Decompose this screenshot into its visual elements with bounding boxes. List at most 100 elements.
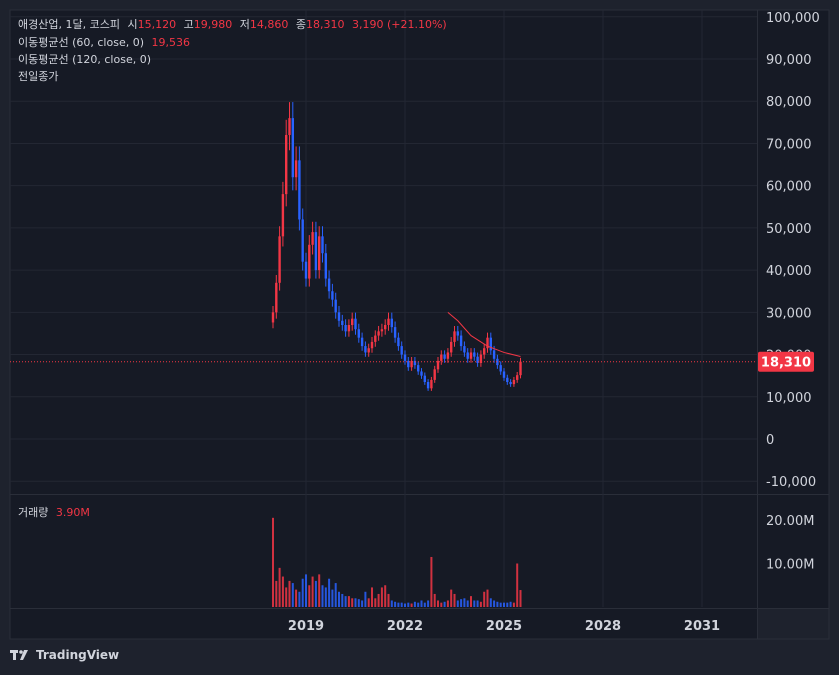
volume-bar bbox=[328, 578, 331, 607]
candle bbox=[281, 181, 285, 247]
volume-bar bbox=[512, 602, 515, 607]
close-value: 18,310 bbox=[305, 18, 345, 31]
tradingview-logo[interactable]: TradingView bbox=[10, 648, 119, 662]
candle bbox=[436, 356, 440, 373]
price-tick-label: 90,000 bbox=[766, 53, 812, 68]
volume-bar bbox=[321, 585, 324, 607]
price-candles bbox=[271, 102, 522, 391]
volume-bar bbox=[377, 593, 380, 607]
volume-bar bbox=[354, 598, 357, 607]
volume-bar bbox=[460, 599, 463, 607]
prev-close-legend[interactable]: 전일종가 bbox=[18, 69, 58, 85]
volume-bar bbox=[417, 602, 420, 607]
volume-value: 3.90M bbox=[55, 506, 90, 519]
candle bbox=[275, 274, 278, 319]
volume-bar bbox=[278, 567, 281, 607]
time-axis-ticks: 2019 2022 2025 2028 2031 bbox=[288, 619, 720, 634]
volume-bar bbox=[486, 589, 489, 607]
price-badge-text: 18,310 bbox=[761, 356, 811, 371]
candle bbox=[271, 306, 275, 329]
ma60-line bbox=[447, 311, 521, 358]
volume-bar bbox=[479, 601, 482, 607]
candle bbox=[483, 343, 486, 359]
price-tick-label: -10,000 bbox=[766, 475, 816, 490]
volume-bar bbox=[374, 598, 377, 607]
volume-bars bbox=[272, 517, 522, 607]
price-tick-label: 0 bbox=[766, 433, 774, 448]
candle bbox=[443, 350, 446, 363]
candle bbox=[298, 146, 301, 231]
volume-bar bbox=[473, 600, 476, 607]
candle bbox=[285, 119, 288, 207]
volume-bar bbox=[509, 601, 512, 607]
brand-text: TradingView bbox=[36, 648, 120, 662]
volume-bar bbox=[347, 596, 350, 607]
candle bbox=[308, 235, 311, 287]
candle bbox=[331, 283, 334, 307]
volume-pane[interactable] bbox=[10, 495, 757, 608]
candle bbox=[486, 332, 489, 353]
ma120-label: 이동평균선 (120, close, 0) bbox=[18, 53, 151, 66]
low-value: 14,860 bbox=[249, 18, 289, 31]
candle bbox=[357, 323, 360, 343]
volume-bar bbox=[384, 585, 387, 607]
volume-bar bbox=[440, 602, 443, 607]
candle bbox=[459, 330, 463, 351]
volume-legend[interactable]: 거래량 3.90M bbox=[18, 505, 90, 521]
candle bbox=[446, 348, 450, 363]
candle bbox=[337, 306, 341, 327]
candle bbox=[509, 379, 512, 387]
volume-bar bbox=[394, 601, 397, 607]
ma60-value: 19,536 bbox=[151, 36, 191, 49]
candle bbox=[430, 376, 433, 391]
candle bbox=[334, 292, 337, 319]
time-tick-label: 2025 bbox=[486, 619, 522, 634]
time-tick-label: 2031 bbox=[684, 619, 720, 634]
candle bbox=[516, 371, 519, 383]
volume-axis-ticks: 20.00M 10.00M bbox=[766, 514, 814, 573]
candle bbox=[426, 379, 430, 391]
price-axis[interactable] bbox=[758, 10, 829, 608]
candle bbox=[278, 226, 281, 291]
volume-bar bbox=[288, 580, 291, 607]
volume-bar bbox=[427, 600, 430, 607]
volume-tick-label: 10.00M bbox=[766, 558, 814, 573]
volume-bar bbox=[470, 596, 472, 607]
open-value: 15,120 bbox=[137, 18, 177, 31]
prev-close-label: 전일종가 bbox=[18, 70, 59, 83]
volume-tick-label: 20.00M bbox=[766, 514, 814, 529]
volume-bar bbox=[301, 578, 304, 607]
price-tick-label: 60,000 bbox=[766, 180, 812, 195]
price-tick-label: 100,000 bbox=[766, 11, 820, 26]
candle bbox=[496, 354, 499, 369]
volume-bar bbox=[446, 600, 449, 607]
ma120-legend[interactable]: 이동평균선 (120, close, 0) bbox=[18, 52, 151, 68]
price-tick-label: 80,000 bbox=[766, 95, 812, 110]
candle bbox=[489, 332, 492, 355]
ma60-legend[interactable]: 이동평균선 (60, close, 0) 19,536 bbox=[18, 35, 190, 51]
volume-bar bbox=[357, 599, 360, 607]
candle bbox=[351, 312, 354, 331]
volume-bar bbox=[371, 587, 373, 607]
candle bbox=[314, 221, 318, 279]
time-axis[interactable] bbox=[10, 609, 757, 639]
candle bbox=[393, 321, 397, 343]
volume-bar bbox=[387, 593, 390, 607]
symbol-title[interactable]: 애경산업, 1달, 코스피 bbox=[18, 18, 120, 31]
candle bbox=[354, 312, 357, 335]
candle bbox=[410, 356, 413, 371]
volume-label: 거래량 bbox=[18, 506, 49, 519]
candle bbox=[301, 208, 304, 271]
candle bbox=[341, 314, 344, 331]
volume-bar bbox=[506, 602, 509, 607]
candle bbox=[420, 368, 423, 379]
price-pane[interactable] bbox=[10, 10, 757, 494]
candle bbox=[360, 332, 364, 351]
candle bbox=[294, 146, 298, 191]
volume-bar bbox=[450, 589, 453, 607]
candle bbox=[413, 356, 417, 369]
candle bbox=[304, 252, 308, 287]
candle bbox=[288, 102, 291, 151]
candle bbox=[344, 319, 347, 337]
volume-bar bbox=[324, 587, 327, 607]
